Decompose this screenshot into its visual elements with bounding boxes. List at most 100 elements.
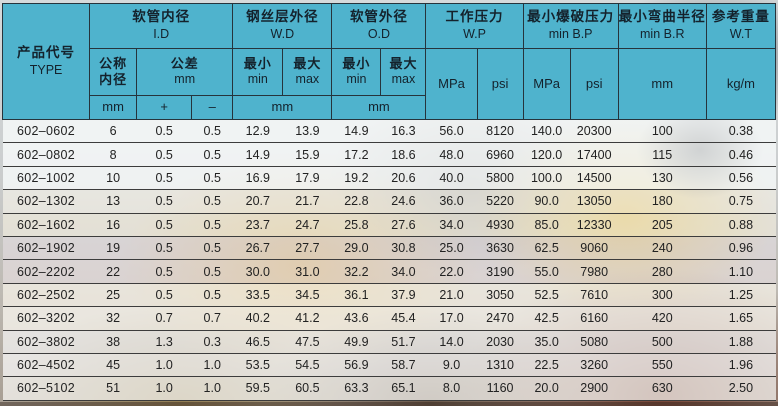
type-code-cell: 602–0602 bbox=[2, 119, 90, 144]
value-cell: 500 bbox=[618, 330, 707, 354]
table-row: 602–1002 10 0.5 0.5 16.9 17.9 19.2 20.6 40.0 5800… bbox=[2, 166, 776, 191]
value-cell: 17.0 bbox=[425, 306, 478, 331]
value-cell: 12.9 bbox=[232, 119, 283, 144]
value-cell: 47.5 bbox=[282, 330, 332, 354]
type-header-cell: 产品代号 TYPE bbox=[1, 3, 91, 120]
value-cell: 3050 bbox=[477, 283, 524, 308]
value-cell: 8.0 bbox=[425, 376, 478, 401]
value-cell: 24.6 bbox=[380, 189, 426, 214]
unit-br-mm: mm bbox=[617, 48, 707, 120]
value-cell: 0.7 bbox=[191, 306, 233, 331]
subheader-tolerance: 公差 mm bbox=[136, 48, 234, 96]
value-cell: 1310 bbox=[477, 353, 524, 378]
value-cell: 14.0 bbox=[425, 330, 478, 354]
value-cell: 13 bbox=[89, 189, 137, 214]
value-cell: 63.3 bbox=[331, 376, 381, 401]
table-row: 602–1902 19 0.5 0.5 26.7 27.7 29.0 30.8 25.0 3630… bbox=[2, 236, 776, 261]
value-cell: 65.1 bbox=[380, 376, 426, 401]
value-cell: 43.6 bbox=[331, 306, 381, 331]
value-cell: 90.0 bbox=[523, 189, 571, 214]
value-cell: 42.5 bbox=[523, 306, 571, 331]
type-code-cell: 602–1602 bbox=[2, 213, 90, 237]
value-cell: 0.38 bbox=[706, 119, 776, 144]
type-code-cell: 602–3802 bbox=[2, 330, 90, 354]
value-cell: 21.0 bbox=[425, 283, 478, 308]
value-cell: 34.5 bbox=[282, 283, 332, 308]
type-code-cell: 602–1902 bbox=[2, 236, 90, 261]
value-cell: 280 bbox=[618, 259, 707, 284]
value-cell: 19 bbox=[89, 236, 137, 261]
value-cell: 0.5 bbox=[136, 213, 192, 237]
value-cell: 7610 bbox=[570, 283, 619, 308]
type-code-cell: 602–2202 bbox=[2, 259, 90, 284]
value-cell: 100.0 bbox=[523, 166, 571, 191]
table-row: 602–0602 6 0.5 0.5 12.9 13.9 14.9 16.3 56.0 8120 1… bbox=[2, 119, 776, 144]
value-cell: 1.10 bbox=[706, 259, 776, 284]
value-cell: 3190 bbox=[477, 259, 524, 284]
type-header-zh: 产品代号 bbox=[17, 44, 76, 60]
value-cell: 22.8 bbox=[331, 189, 381, 214]
value-cell: 630 bbox=[618, 376, 707, 401]
value-cell: 45 bbox=[89, 353, 137, 378]
value-cell: 15.9 bbox=[282, 142, 332, 167]
value-cell: 1.0 bbox=[136, 353, 192, 378]
value-cell: 16.9 bbox=[232, 166, 283, 191]
group-br-zh: 最小弯曲半径 bbox=[618, 9, 706, 25]
value-cell: 51.7 bbox=[380, 330, 426, 354]
wd-min-zh: 最小 bbox=[243, 56, 272, 72]
value-cell: 13.9 bbox=[282, 119, 332, 144]
value-cell: 36.1 bbox=[331, 283, 381, 308]
value-cell: 14.9 bbox=[331, 119, 381, 144]
value-cell: 20.7 bbox=[232, 189, 283, 214]
group-wt-en: W.T bbox=[729, 27, 752, 42]
value-cell: 0.5 bbox=[191, 166, 233, 191]
value-cell: 0.5 bbox=[136, 119, 192, 144]
value-cell: 6 bbox=[89, 119, 137, 144]
value-cell: 31.0 bbox=[282, 259, 332, 284]
value-cell: 5220 bbox=[477, 189, 524, 214]
group-wt-zh: 参考重量 bbox=[711, 9, 770, 25]
table-row: 602–5102 51 1.0 1.0 59.5 60.5 63.3 65.1 8.0 1160 2… bbox=[2, 376, 776, 401]
value-cell: 32.2 bbox=[331, 259, 381, 284]
value-cell: 0.5 bbox=[191, 119, 233, 144]
subheader-wd-max: 最大 max bbox=[282, 48, 333, 96]
value-cell: 0.5 bbox=[136, 236, 192, 261]
value-cell: 0.88 bbox=[706, 213, 776, 237]
od-min-en: min bbox=[346, 72, 367, 87]
nominal-line1: 公称 bbox=[99, 55, 128, 71]
group-wd-zh: 钢丝层外径 bbox=[246, 9, 319, 25]
value-cell: 19.2 bbox=[331, 166, 381, 191]
wd-min-en: min bbox=[247, 72, 268, 87]
value-cell: 240 bbox=[618, 236, 707, 261]
value-cell: 20300 bbox=[570, 119, 619, 144]
value-cell: 2.50 bbox=[706, 376, 776, 401]
value-cell: 52.5 bbox=[523, 283, 571, 308]
table-body: 602–0602 6 0.5 0.5 12.9 13.9 14.9 16.3 56.0 8120 1… bbox=[2, 119, 776, 401]
unit-bp-mpa: MPa bbox=[522, 48, 571, 120]
tolerance-plus: + bbox=[136, 95, 193, 120]
group-header-bp: 最小爆破压力 min B.P bbox=[522, 3, 619, 49]
value-cell: 53.5 bbox=[232, 353, 283, 378]
value-cell: 8 bbox=[89, 142, 137, 167]
type-code-cell: 602–0802 bbox=[2, 142, 90, 167]
value-cell: 1.65 bbox=[706, 306, 776, 331]
value-cell: 0.56 bbox=[706, 166, 776, 191]
table-row: 602–4502 45 1.0 1.0 53.5 54.5 56.9 58.7 9.0 1310 2… bbox=[2, 353, 776, 378]
value-cell: 16 bbox=[89, 213, 137, 237]
unit-od-mm: mm bbox=[331, 95, 427, 120]
od-max-zh: 最大 bbox=[389, 56, 418, 72]
value-cell: 38 bbox=[89, 330, 137, 354]
value-cell: 1.25 bbox=[706, 283, 776, 308]
value-cell: 0.5 bbox=[136, 142, 192, 167]
tolerance-unit: mm bbox=[174, 72, 196, 87]
value-cell: 20.6 bbox=[380, 166, 426, 191]
value-cell: 100 bbox=[618, 119, 707, 144]
value-cell: 17.9 bbox=[282, 166, 332, 191]
group-wd-en: W.D bbox=[270, 27, 295, 42]
value-cell: 25 bbox=[89, 283, 137, 308]
value-cell: 7980 bbox=[570, 259, 619, 284]
value-cell: 3630 bbox=[477, 236, 524, 261]
od-max-en: max bbox=[391, 72, 416, 87]
value-cell: 56.0 bbox=[425, 119, 478, 144]
value-cell: 58.7 bbox=[380, 353, 426, 378]
